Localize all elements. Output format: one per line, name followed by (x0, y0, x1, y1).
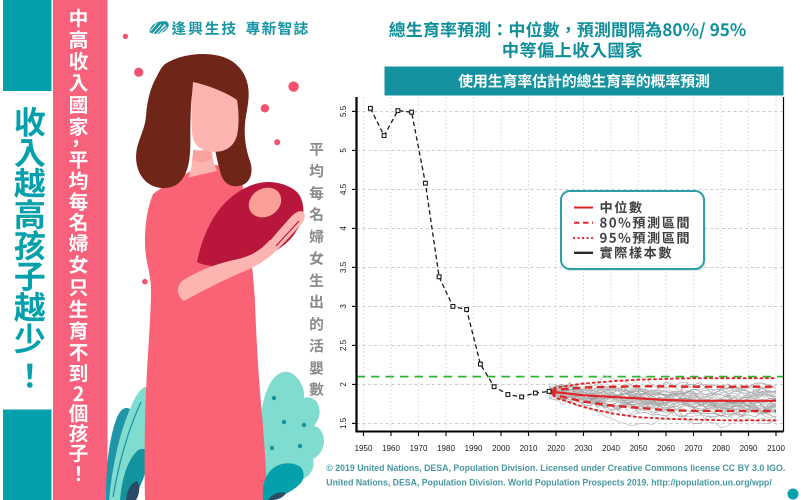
svg-text:2000: 2000 (492, 444, 510, 453)
svg-text:2030: 2030 (575, 444, 593, 453)
svg-text:2060: 2060 (657, 444, 675, 453)
svg-text:2: 2 (339, 382, 348, 387)
svg-text:5: 5 (339, 148, 348, 153)
svg-text:3: 3 (339, 304, 348, 309)
svg-text:2100: 2100 (767, 444, 785, 453)
svg-text:1980: 1980 (437, 444, 455, 453)
svg-text:3.5: 3.5 (339, 261, 348, 273)
svg-text:4: 4 (339, 226, 348, 231)
svg-text:5.5: 5.5 (339, 105, 348, 117)
svg-text:1.5: 1.5 (339, 417, 348, 429)
svg-text:1950: 1950 (355, 444, 373, 453)
svg-text:1990: 1990 (465, 444, 483, 453)
svg-text:4.5: 4.5 (339, 183, 348, 195)
svg-text:2010: 2010 (520, 444, 538, 453)
svg-text:2090: 2090 (740, 444, 758, 453)
svg-text:2020: 2020 (547, 444, 565, 453)
svg-text:2.5: 2.5 (339, 339, 348, 351)
svg-text:1960: 1960 (382, 444, 400, 453)
svg-text:United Nations, DESA, Populati: United Nations, DESA, Population Divisio… (326, 478, 772, 488)
svg-text:2080: 2080 (712, 444, 730, 453)
svg-text:© 2019 United Nations, DESA, P: © 2019 United Nations, DESA, Population … (326, 463, 785, 473)
svg-text:2070: 2070 (685, 444, 703, 453)
svg-text:2050: 2050 (630, 444, 648, 453)
svg-text:2040: 2040 (602, 444, 620, 453)
svg-text:1970: 1970 (410, 444, 428, 453)
